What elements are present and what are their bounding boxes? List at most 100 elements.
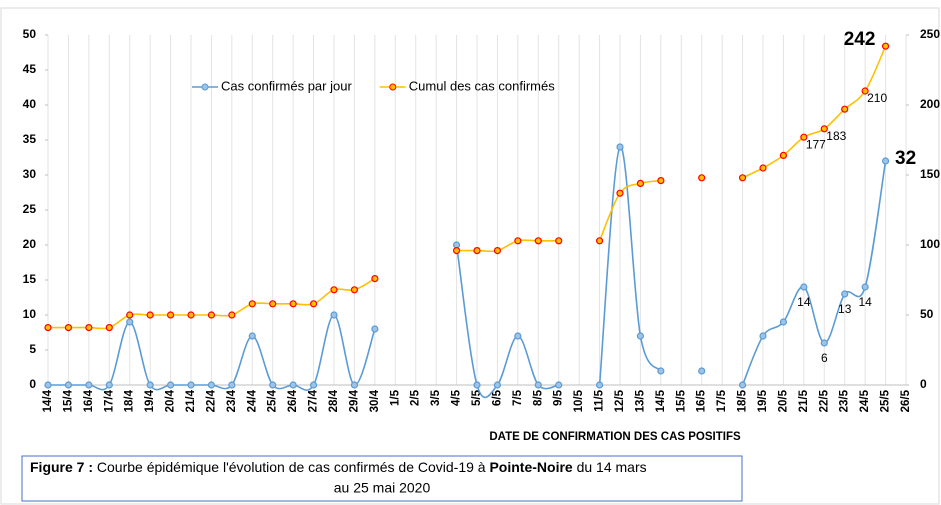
marker (166, 311, 175, 319)
x-tick-label: 30/4 (369, 389, 381, 412)
x-tick-label: 29/4 (348, 389, 360, 412)
marker (881, 42, 890, 50)
marker (759, 164, 767, 172)
chart-border (0, 7, 940, 505)
marker (207, 311, 216, 319)
caption-box (21, 455, 743, 502)
marker (493, 247, 502, 255)
marker (309, 300, 318, 308)
marker (146, 311, 154, 319)
marker (309, 381, 318, 389)
y-tick-label: 5 (29, 342, 36, 356)
marker (881, 157, 890, 165)
x-tick-label: 17/4 (103, 389, 115, 412)
marker (371, 325, 379, 333)
x-tick-label: 21/4 (185, 389, 197, 412)
marker (105, 381, 113, 389)
x-tick-label: 26/4 (287, 389, 299, 412)
marker (330, 286, 338, 294)
marker (514, 237, 522, 245)
x-tick-label: 23/5 (839, 389, 851, 412)
marker (555, 237, 563, 245)
y-tick-label: 30 (23, 167, 37, 181)
marker (534, 237, 542, 245)
x-tick-label: 14/5 (655, 389, 667, 412)
marker (473, 381, 481, 389)
marker (85, 381, 93, 389)
marker (738, 381, 747, 389)
x-tick-label: 5/5 (471, 389, 483, 406)
x-tick-label: 7/5 (512, 389, 524, 406)
caption-part: Figure 7 : (30, 459, 93, 475)
marker (44, 381, 52, 389)
x-tick-label: 19/5 (757, 389, 769, 412)
marker (820, 339, 828, 347)
marker (452, 247, 461, 255)
series-line (741, 160, 887, 386)
y-tick-label: 50 (23, 27, 37, 41)
data-label: 242 (844, 29, 876, 50)
x-tick-label: 2/5 (410, 389, 422, 406)
marker (105, 324, 113, 332)
y-tick-label: 0 (29, 377, 36, 391)
caption-part: Courbe épidémique l'évolution de cas con… (93, 459, 489, 475)
x-tick-label: 16/5 (696, 389, 708, 412)
x-tick-label: 27/4 (308, 389, 320, 412)
x-tick-label: 20/5 (777, 389, 789, 412)
marker (493, 381, 502, 389)
marker (126, 311, 134, 319)
legend-marker (389, 83, 397, 91)
marker (657, 177, 665, 185)
legend-marker (201, 83, 209, 91)
marker (861, 87, 869, 95)
data-label: 14 (797, 295, 811, 309)
series-line (598, 146, 662, 386)
x-tick-label: 25/4 (267, 389, 279, 412)
marker (841, 105, 849, 113)
marker (473, 247, 481, 255)
marker (779, 318, 788, 326)
marker (269, 300, 277, 308)
caption-part: du 14 mars (573, 459, 647, 475)
data-label: 32 (895, 148, 916, 169)
x-tick-label: 16/4 (83, 389, 95, 412)
marker (595, 237, 604, 245)
x-tick-label: 21/5 (798, 389, 810, 412)
marker (759, 332, 767, 340)
marker (800, 283, 808, 291)
caption: Figure 7 : Courbe épidémique l'évolution… (30, 459, 647, 475)
marker (616, 189, 624, 197)
marker (350, 286, 359, 294)
y-tick-label: 25 (23, 202, 37, 216)
data-label: 13 (838, 302, 852, 316)
series-line (598, 179, 661, 242)
marker (64, 381, 73, 389)
data-label: 183 (826, 129, 846, 143)
marker (636, 332, 645, 340)
x-tick-label: 6/5 (491, 389, 503, 406)
series-line (455, 244, 559, 399)
marker (698, 174, 706, 182)
x-tick-label: 11/5 (594, 389, 606, 411)
caption-part: Pointe-Noire (489, 459, 572, 475)
marker (187, 311, 195, 319)
marker (534, 381, 542, 389)
marker (146, 381, 154, 389)
marker (269, 381, 277, 389)
x-tick-label: 22/4 (205, 389, 217, 412)
marker (350, 381, 359, 389)
marker (289, 381, 297, 389)
y-tick-label: 20 (23, 237, 37, 251)
x-tick-label: 10/5 (573, 389, 585, 412)
marker (636, 179, 645, 187)
data-label: 210 (867, 91, 887, 105)
x-tick-label: 13/5 (634, 389, 646, 412)
marker (371, 275, 379, 283)
legend-label: Cas confirmés par jour (221, 78, 352, 93)
x-axis-title: DATE DE CONFIRMATION DES CAS POSITIFS (489, 431, 741, 443)
marker (514, 332, 522, 340)
x-tick-label: 4/5 (451, 389, 463, 406)
marker (330, 311, 338, 319)
x-tick-label: 9/5 (553, 389, 565, 406)
marker (187, 381, 195, 389)
